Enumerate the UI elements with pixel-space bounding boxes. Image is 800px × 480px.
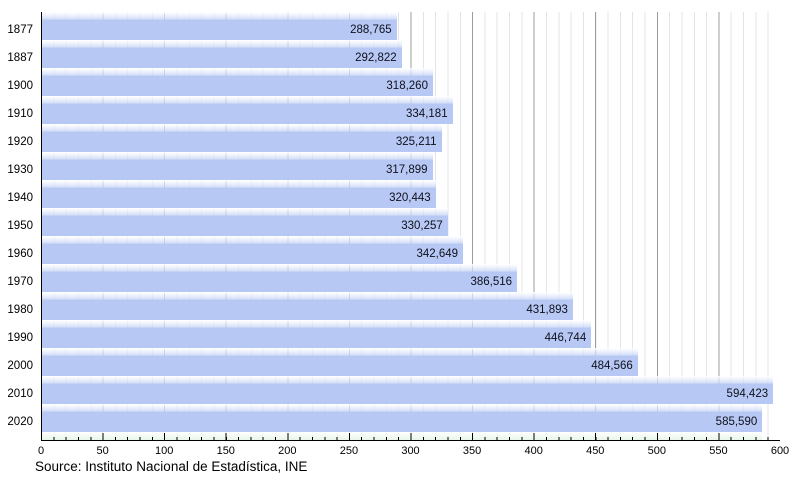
bar-value-label: 446,744 (544, 332, 587, 344)
bar-value-label: 288,765 (350, 24, 392, 36)
bar-value-label: 292,822 (355, 52, 397, 64)
y-axis-label: 1990 (7, 332, 33, 344)
y-axis-label: 2010 (7, 388, 33, 400)
bar: 446,744 (41, 320, 592, 348)
bar: 585,590 (41, 404, 763, 432)
bar-row: 288,765 (41, 12, 780, 40)
bar-value-label: 334,181 (406, 108, 448, 120)
bar: 330,257 (41, 208, 448, 236)
x-axis-tick-label: 300 (401, 445, 420, 457)
bar-rows: 288,765 292,822 318,260 334,181 325,211 (41, 12, 780, 432)
bar-row: 431,893 (41, 292, 780, 320)
plot-area: 288,765 292,822 318,260 334,181 325,211 (41, 12, 780, 441)
y-axis-label: 2000 (7, 360, 33, 372)
x-axis-tick-label: 250 (339, 445, 359, 457)
bar-row: 484,566 (41, 348, 780, 376)
x-axis-tick-label: 350 (462, 445, 482, 457)
y-axis-label: 1910 (7, 108, 33, 120)
bar-value-label: 386,516 (470, 276, 513, 288)
bar-value-label: 484,566 (591, 360, 633, 372)
bar: 386,516 (41, 264, 518, 292)
x-axis-tick-label: 50 (96, 445, 109, 457)
y-axis-label: 1920 (7, 136, 33, 148)
x-axis-tick-label: 600 (770, 445, 790, 457)
bar-row: 342,649 (41, 236, 780, 264)
x-axis-tick-label: 550 (709, 445, 728, 457)
bar: 334,181 (41, 96, 453, 124)
bar: 325,211 (41, 124, 442, 152)
bar-row: 320,443 (41, 180, 780, 208)
bar-row: 292,822 (41, 40, 780, 68)
bar-value-label: 431,893 (526, 304, 568, 316)
bar-row: 594,423 (41, 376, 780, 404)
x-axis-tick-label: 450 (586, 445, 605, 457)
y-axis-label: 1960 (7, 248, 33, 260)
x-axis-tick-label: 400 (524, 445, 543, 457)
bar: 292,822 (41, 40, 402, 68)
bar: 594,423 (41, 376, 774, 404)
y-axis-label: 1950 (7, 220, 33, 232)
x-axis-tick-label: 500 (647, 445, 667, 457)
bar-row: 330,257 (41, 208, 780, 236)
bar-row: 446,744 (41, 320, 780, 348)
bar: 317,899 (41, 152, 433, 180)
bar-value-label: 320,443 (389, 192, 431, 204)
bar-value-label: 342,649 (416, 248, 459, 260)
y-axis-label: 1887 (7, 52, 33, 64)
bar-row: 318,260 (41, 68, 780, 96)
bar-row: 325,211 (41, 124, 780, 152)
bar-row: 317,899 (41, 152, 780, 180)
y-axis-label: 1930 (7, 164, 33, 176)
y-axis-label: 1970 (7, 276, 33, 288)
y-axis-label: 1877 (7, 24, 33, 36)
bar-value-label: 325,211 (395, 136, 437, 148)
x-axis-labels: 0 50 100 150 200 250 300 350 400 450 500… (37, 445, 789, 459)
bar: 342,649 (41, 236, 464, 264)
y-axis-label: 1940 (7, 192, 33, 204)
source-caption: Source: Instituto Nacional de Estadístic… (35, 459, 308, 474)
bar-value-label: 317,899 (385, 164, 428, 176)
bar-value-label: 318,260 (386, 80, 428, 92)
bar: 484,566 (41, 348, 638, 376)
bar-row: 334,181 (41, 96, 780, 124)
bar: 288,765 (41, 12, 397, 40)
bar-value-label: 585,590 (715, 416, 758, 428)
bar-row: 585,590 (41, 404, 780, 432)
y-axis-label: 1900 (7, 80, 33, 92)
y-axis-line (41, 12, 42, 441)
bar-value-label: 330,257 (401, 220, 443, 232)
bar: 320,443 (41, 180, 436, 208)
x-axis-tick-label: 0 (37, 445, 45, 457)
bar: 318,260 (41, 68, 433, 96)
y-axis-labels: 1877 1887 1900 1910 1920 1930 1940 1950 … (0, 12, 33, 441)
bar-row: 386,516 (41, 264, 780, 292)
x-axis-tick-label: 100 (154, 445, 174, 457)
x-axis-tick-label: 200 (278, 445, 297, 457)
y-axis-label: 2020 (7, 416, 33, 428)
bar: 431,893 (41, 292, 573, 320)
y-axis-label: 1980 (7, 304, 33, 316)
x-axis-major-ticks (41, 433, 780, 441)
x-axis-tick-label: 150 (216, 445, 235, 457)
bar-value-label: 594,423 (726, 388, 769, 400)
x-axis-line (41, 440, 780, 441)
